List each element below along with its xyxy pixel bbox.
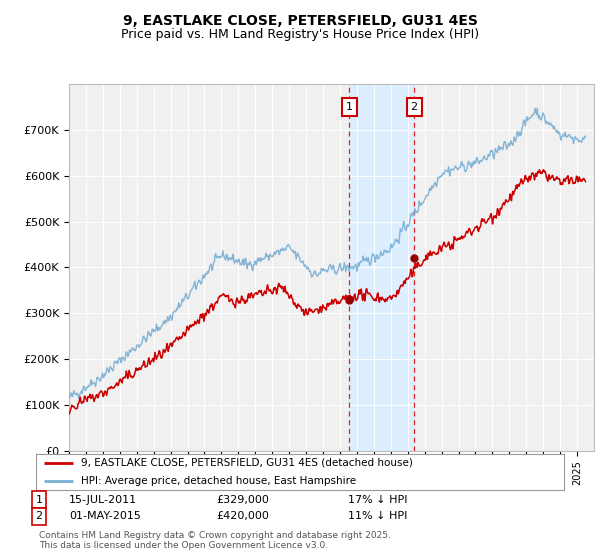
Text: 1: 1: [35, 494, 43, 505]
Text: 11% ↓ HPI: 11% ↓ HPI: [348, 511, 407, 521]
Text: 17% ↓ HPI: 17% ↓ HPI: [348, 494, 407, 505]
Text: 2: 2: [410, 102, 418, 112]
Text: £420,000: £420,000: [216, 511, 269, 521]
Bar: [349, 84, 414, 451]
Text: 01-MAY-2015: 01-MAY-2015: [69, 511, 141, 521]
Text: 15-JUL-2011: 15-JUL-2011: [69, 494, 137, 505]
Text: 2: 2: [35, 511, 43, 521]
Text: 9, EASTLAKE CLOSE, PETERSFIELD, GU31 4ES (detached house): 9, EASTLAKE CLOSE, PETERSFIELD, GU31 4ES…: [81, 458, 413, 468]
Text: £329,000: £329,000: [216, 494, 269, 505]
Text: 1: 1: [346, 102, 353, 112]
Text: Contains HM Land Registry data © Crown copyright and database right 2025.
This d: Contains HM Land Registry data © Crown c…: [39, 531, 391, 550]
Text: HPI: Average price, detached house, East Hampshire: HPI: Average price, detached house, East…: [81, 476, 356, 486]
Text: 9, EASTLAKE CLOSE, PETERSFIELD, GU31 4ES: 9, EASTLAKE CLOSE, PETERSFIELD, GU31 4ES: [122, 14, 478, 28]
Text: Price paid vs. HM Land Registry's House Price Index (HPI): Price paid vs. HM Land Registry's House …: [121, 28, 479, 41]
